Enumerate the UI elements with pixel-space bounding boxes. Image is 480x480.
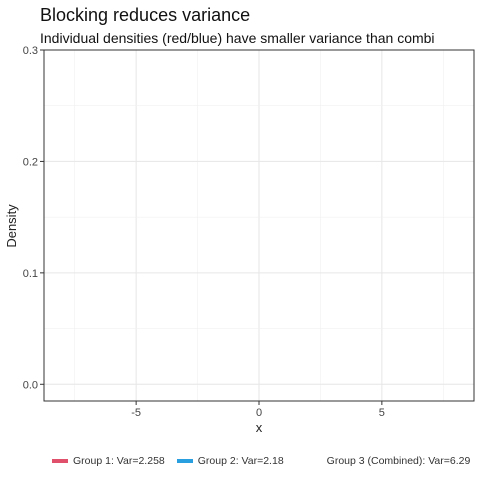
y-tick-label: 0.0: [23, 379, 38, 391]
y-tick-label: 0.2: [23, 156, 38, 168]
legend-item-group-2: Group 2: Var=2.18: [176, 455, 284, 467]
y-axis-label: Density: [4, 204, 19, 248]
legend: Group 1: Var=2.258 Group 2: Var=2.18 Gro…: [52, 455, 480, 467]
x-axis-label: x: [256, 420, 263, 435]
chart-title: Blocking reduces variance: [40, 5, 251, 25]
legend-label-group-2: Group 2: Var=2.18: [197, 455, 284, 467]
grid-lines: [44, 49, 474, 401]
axis-ticks: -5 0 5 0.0 0.1 0.2 0.3: [23, 45, 385, 419]
x-tick-label: 0: [256, 407, 262, 419]
x-tick-label: -5: [131, 407, 141, 419]
y-tick-label: 0.1: [23, 268, 38, 280]
legend-item-group-1: Group 1: Var=2.258: [52, 455, 165, 467]
legend-swatch-group-3: [305, 459, 322, 463]
x-tick-label: 5: [379, 407, 385, 419]
y-tick-label: 0.3: [23, 45, 38, 57]
legend-label-group-1: Group 1: Var=2.258: [73, 455, 165, 467]
legend-item-group-3: Group 3 (Combined): Var=6.29: [305, 455, 471, 467]
chart-subtitle: Individual densities (red/blue) have sma…: [40, 30, 435, 46]
legend-label-group-3: Group 3 (Combined): Var=6.29: [326, 455, 471, 467]
legend-swatch-group-1: [52, 459, 68, 463]
legend-swatch-group-2: [176, 459, 193, 463]
